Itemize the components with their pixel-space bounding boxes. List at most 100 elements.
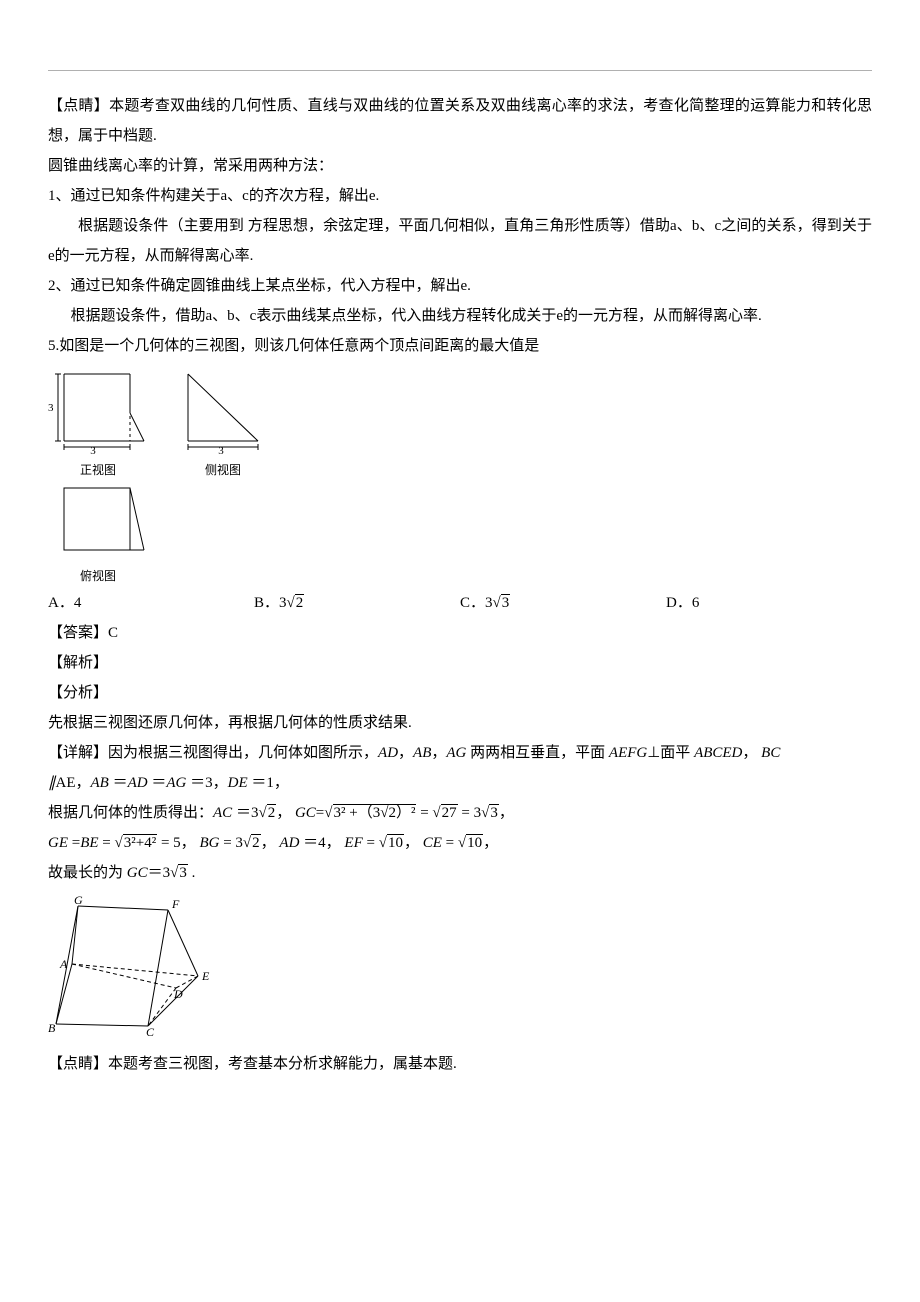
d-l3a: 根据几何体的性质得出：: [48, 805, 213, 821]
ana-label: 【分析】: [48, 678, 872, 708]
front-h: 3: [48, 402, 54, 414]
method1-body: 根据题设条件（主要用到 方程思想，余弦定理，平面几何相似，直角三角形性质等）借助…: [48, 211, 872, 271]
d-l2b: AE: [56, 775, 76, 791]
d-ac: AC: [213, 805, 232, 821]
d-l2k: ＝1，: [248, 775, 289, 791]
side-w: 3: [218, 445, 224, 454]
d-gc-27: 27: [441, 804, 458, 821]
detail-label: 【详解】: [48, 745, 108, 761]
d-l1h: AEFG: [609, 745, 647, 761]
answer-label: 【答案】: [48, 625, 108, 641]
tip2-label: 【点睛】: [48, 1056, 108, 1072]
lbl-b: B: [48, 1021, 56, 1035]
d-l5a: 故最长的为: [48, 865, 127, 881]
d-l2j: DE: [228, 775, 248, 791]
opt-d-label: D．: [666, 595, 692, 611]
opt-d-val: 6: [692, 595, 700, 611]
opt-b: B．3√2: [254, 588, 460, 618]
d-ef-rad: 10: [387, 834, 404, 851]
d-l4-eq5: = 5，: [157, 835, 195, 851]
opt-c-rad: 3: [501, 594, 511, 611]
lbl-f: F: [171, 897, 180, 911]
side-label: 侧视图: [178, 461, 268, 478]
tip2-text: 本题考查三视图，考查基本分析求解能力，属基本题.: [108, 1056, 457, 1072]
d-ce: CE: [423, 835, 442, 851]
side-view-svg: 3: [178, 369, 268, 454]
d-ac-rad: 2: [267, 804, 277, 821]
d-l2i: ＝3，: [186, 775, 227, 791]
methods-intro: 圆锥曲线离心率的计算，常采用两种方法：: [48, 151, 872, 181]
solid-svg: G F A E D B C: [48, 896, 218, 1036]
d-l2g: ＝: [148, 775, 167, 791]
d-l1a: 因为根据三视图得出，几何体如图所示，: [108, 745, 378, 761]
detail-l3: 根据几何体的性质得出：AC ＝3√2， GC=√3² +（3√2）² = √27…: [48, 798, 872, 828]
d-l5b: GC: [127, 865, 148, 881]
lbl-a: A: [59, 957, 68, 971]
three-views: 3 3 正视图 俯视图: [48, 369, 872, 584]
d-l1i: ⊥面平: [647, 745, 694, 761]
d-l1k: ，: [742, 745, 761, 761]
lbl-e: E: [201, 969, 210, 983]
opt-b-label: B．: [254, 595, 279, 611]
front-view: 3 3 正视图: [48, 369, 148, 478]
top-label: 俯视图: [48, 567, 148, 584]
page: 【点睛】本题考查双曲线的几何性质、直线与双曲线的位置关系及双曲线离心率的求法，考…: [0, 0, 920, 1302]
opt-d: D．6: [666, 588, 872, 618]
lbl-c: C: [146, 1025, 155, 1036]
opt-c-label: C．: [460, 595, 485, 611]
d-bg-rad: 2: [251, 834, 261, 851]
solid-figure: G F A E D B C: [48, 896, 872, 1041]
d-ce-rad: 10: [466, 834, 483, 851]
detail-l2: ∥AE，AB ＝AD ＝AG ＝3，DE ＝1，: [48, 768, 872, 798]
tip1: 【点睛】本题考查双曲线的几何性质、直线与双曲线的位置关系及双曲线离心率的求法，考…: [48, 91, 872, 151]
d-l4-rad: 3²+4²: [123, 834, 157, 851]
d-l5c: ＝3: [148, 865, 171, 881]
detail-l5: 故最长的为 GC＝3√3 .: [48, 858, 872, 888]
top-view-svg: [48, 484, 148, 560]
d-ac-eq: ＝3: [232, 805, 258, 821]
d-l5d: .: [188, 865, 196, 881]
opt-b-prefix: 3: [279, 595, 287, 611]
detail-l4: GE =BE = √3²+4² = 5， BG = 3√2， AD ＝4， EF…: [48, 828, 872, 858]
method2-head: 2、通过已知条件确定圆锥曲线上某点坐标，代入方程中，解出e.: [48, 271, 872, 301]
d-l2e: ＝: [109, 775, 128, 791]
d-gc-3: 3: [489, 804, 499, 821]
d-l1f: AG: [446, 745, 466, 761]
front-w: 3: [90, 445, 96, 454]
top-view: 俯视图: [48, 484, 148, 584]
d-bg: BG: [199, 835, 219, 851]
method2-body: 根据题设条件，借助a、b、c表示曲线某点坐标，代入曲线方程转化成关于e的一元方程…: [48, 301, 872, 331]
d-l1l: BC: [761, 745, 780, 761]
d-gc-eq3: = 3: [458, 805, 481, 821]
d-l2a: ∥: [48, 775, 56, 791]
opt-a-val: 4: [74, 595, 82, 611]
d-be: BE: [80, 835, 98, 851]
d-ad-val: ＝4，: [299, 835, 340, 851]
front-view-svg: 3 3: [48, 369, 148, 454]
d-l4-eq: =: [99, 835, 115, 851]
side-view: 3 侧视图: [178, 369, 268, 478]
d-ce-eq: =: [442, 835, 458, 851]
answer: 【答案】C: [48, 618, 872, 648]
views-col-left: 3 3 正视图 俯视图: [48, 369, 148, 584]
q5-stem: 5.如图是一个几何体的三视图，则该几何体任意两个顶点间距离的最大值是: [48, 331, 872, 361]
method1-head: 1、通过已知条件构建关于a、c的齐次方程，解出e.: [48, 181, 872, 211]
d-l1b: AD: [378, 745, 398, 761]
detail-l1: 【详解】因为根据三视图得出，几何体如图所示，AD，AB，AG 两两相互垂直，平面…: [48, 738, 872, 768]
opt-b-rad: 2: [295, 594, 305, 611]
lbl-d: D: [173, 987, 183, 1001]
d-ef: EF: [344, 835, 362, 851]
d-ge: GE: [48, 835, 68, 851]
d-gc-exp: 3² +（3√2）²: [333, 804, 417, 821]
d-ad2: AD: [279, 835, 299, 851]
tip1-label: 【点睛】: [48, 98, 109, 114]
d-l5-rad: 3: [178, 864, 188, 881]
d-l2f: AD: [128, 775, 148, 791]
expl-label: 【解析】: [48, 648, 872, 678]
d-l1j: ABCED: [694, 745, 742, 761]
d-l2d: AB: [91, 775, 109, 791]
opt-c: C．3√3: [460, 588, 666, 618]
d-l1e: ，: [431, 745, 446, 761]
opt-a: A．4: [48, 588, 254, 618]
q5-options: A．4 B．3√2 C．3√3 D．6: [48, 588, 872, 618]
